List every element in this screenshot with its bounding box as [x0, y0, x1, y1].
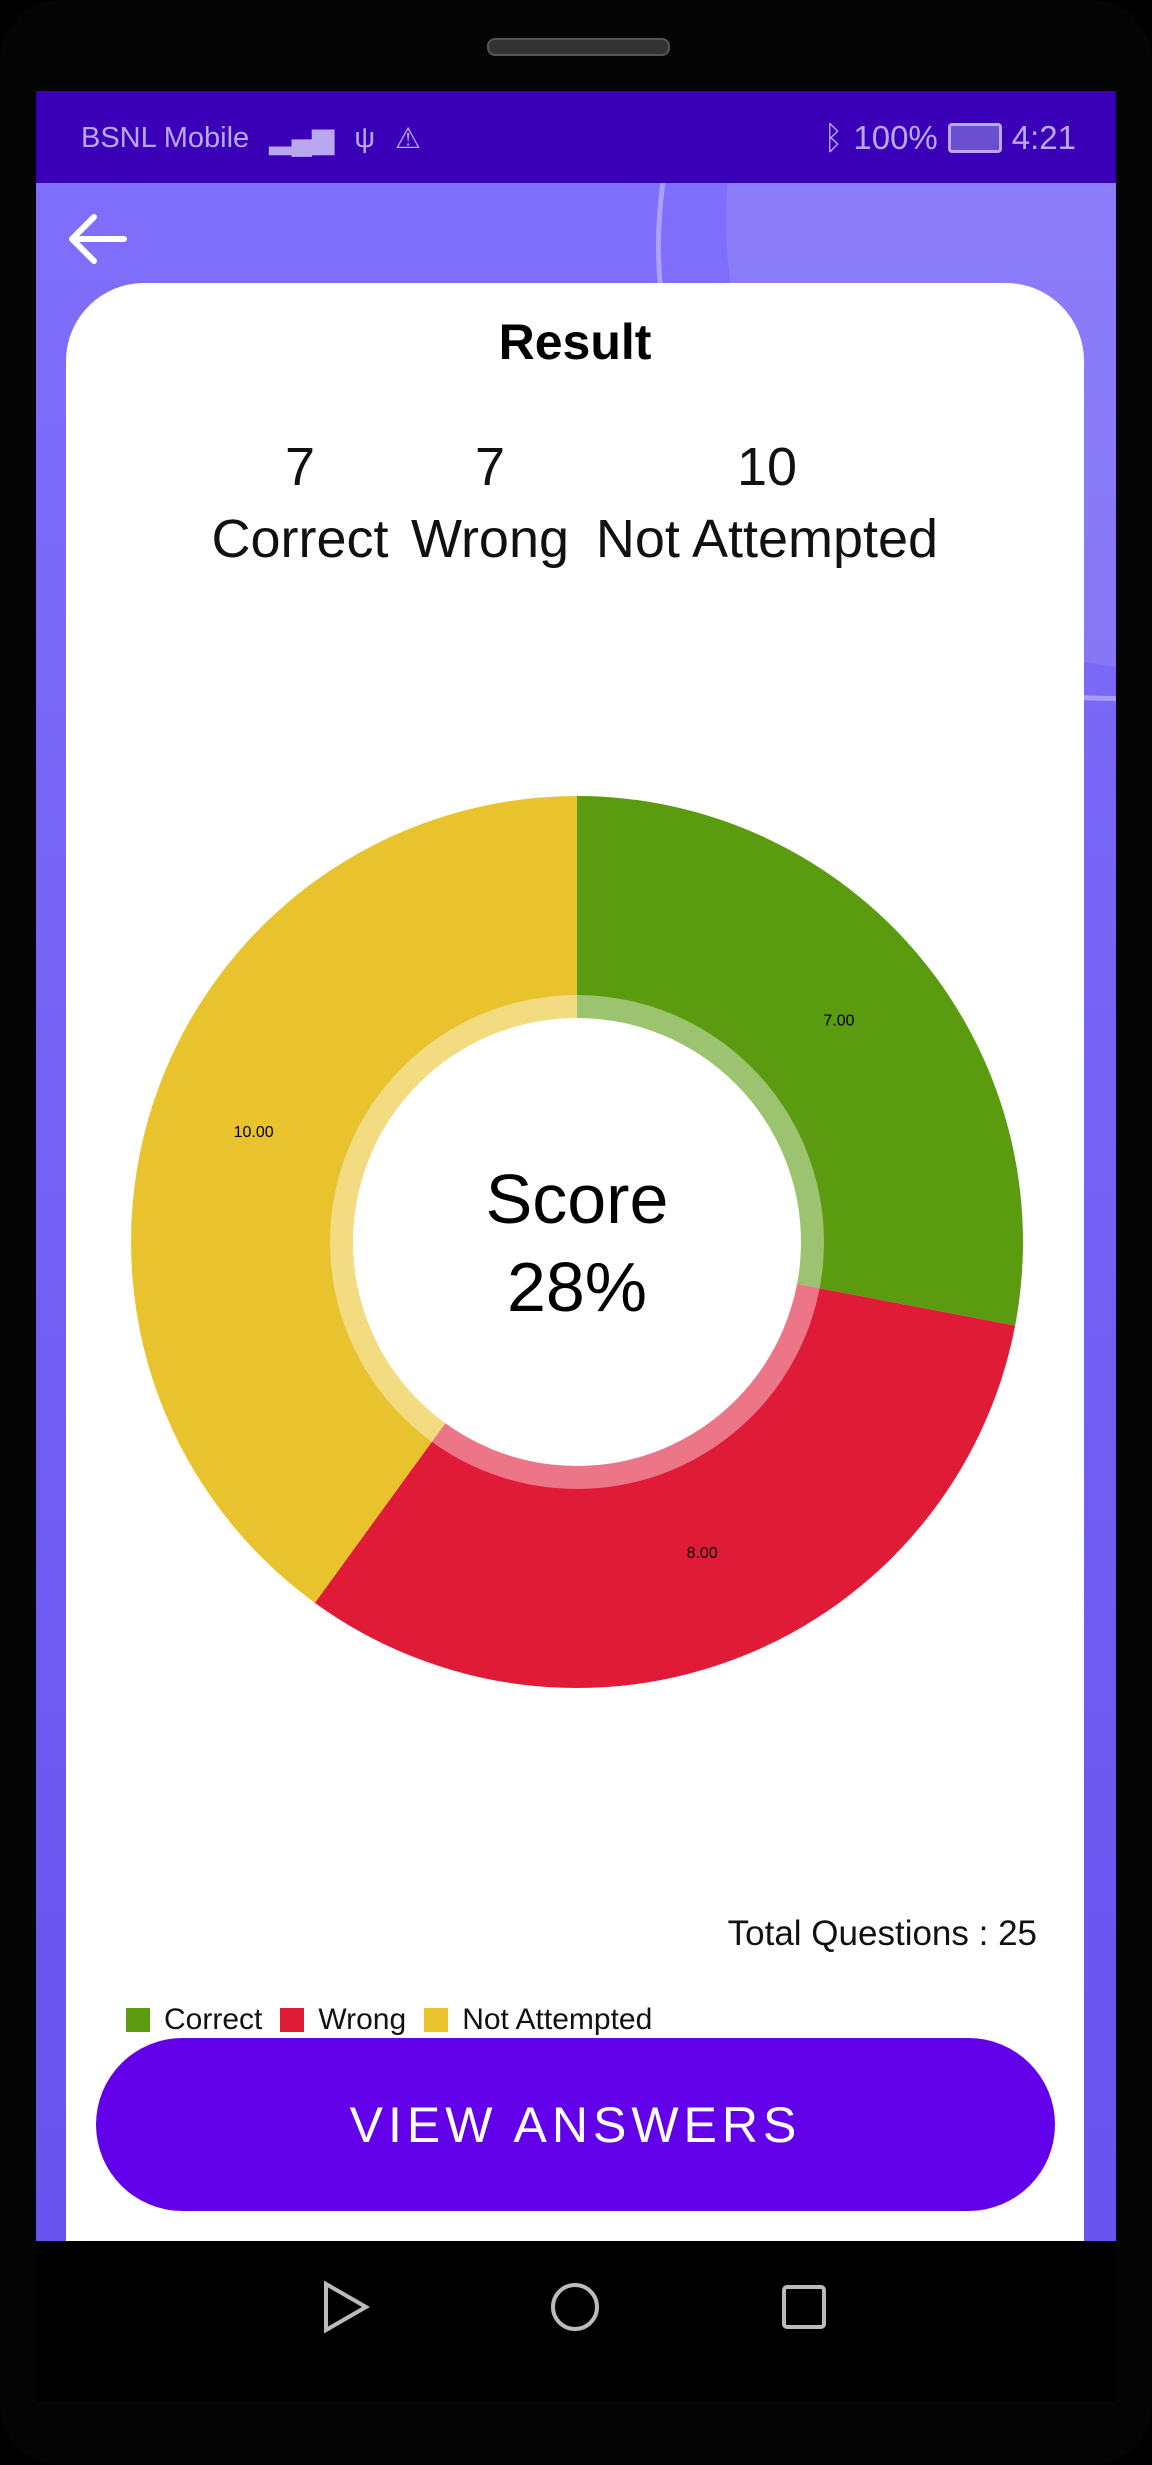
recents-nav-icon[interactable] [782, 2285, 826, 2329]
carrier: BSNL Mobile [81, 122, 250, 154]
speaker [487, 38, 670, 56]
stat-label: Correct [211, 509, 389, 569]
view-answers-button[interactable]: VIEW ANSWERS [96, 2038, 1055, 2211]
back-nav-icon[interactable] [324, 2280, 371, 2334]
navigation-bar [36, 2241, 1116, 2401]
page-title: Result [498, 314, 652, 370]
battery-percent: 100% [853, 119, 938, 156]
stat-label: Wrong [410, 509, 570, 569]
data-label: 10.00 [234, 1124, 274, 1141]
screen: BSNL Mobile ▂▄▆ ψ ⚠ ᛒ 100% 4:21 Result 7 Cor… [36, 91, 1116, 2241]
slice-wrong [314, 1242, 1016, 1688]
score-value: 28% [507, 1248, 647, 1326]
usb-icon: ψ [354, 122, 376, 154]
clock: 4:21 [1011, 119, 1076, 156]
legend-swatch-not-attempted [424, 2008, 449, 2032]
chart-legend: Correct Wrong Not Attempted [126, 2003, 670, 2037]
score-label: Score [486, 1160, 669, 1238]
legend-label: Not Attempted [462, 2003, 653, 2036]
back-button[interactable] [64, 209, 134, 269]
home-nav-icon[interactable] [551, 2283, 599, 2331]
donut-hole [353, 1018, 801, 1466]
battery-icon [947, 123, 1002, 153]
stat-value: 7 [284, 437, 316, 497]
stat-value: 10 [736, 437, 798, 497]
bluetooth-icon: ᛒ [823, 119, 844, 156]
warning-icon: ⚠ [395, 123, 422, 155]
total-questions: Total Questions : 25 [727, 1914, 1037, 1953]
donut-chart: Score 28% 7.00 8.00 10.00 [131, 796, 1024, 1688]
legend-swatch-wrong [280, 2008, 305, 2032]
status-bar: BSNL Mobile ▂▄▆ ψ ⚠ ᛒ 100% 4:21 [36, 91, 1116, 183]
stat-label: Not Attempted [595, 509, 939, 569]
result-card: Result 7 Correct 7 Wrong 10 Not Attempted S… [66, 283, 1084, 2241]
stat-value: 7 [474, 437, 506, 497]
data-label: 7.00 [823, 1012, 854, 1029]
slice-not-attempted [131, 796, 577, 1603]
legend-label: Wrong [318, 2003, 407, 2036]
stat-not-attempted: 10 Not Attempted [596, 431, 938, 575]
data-label: 8.00 [687, 1545, 718, 1562]
signal-icon: ▂▄▆ [269, 123, 335, 155]
arrow-left-icon [69, 214, 127, 264]
stat-wrong: 7 Wrong [411, 431, 569, 575]
nav-icons [324, 2280, 826, 2334]
stat-correct: 7 Correct [211, 431, 388, 575]
legend-label: Correct [164, 2003, 263, 2036]
legend-swatch-correct [126, 2008, 150, 2032]
